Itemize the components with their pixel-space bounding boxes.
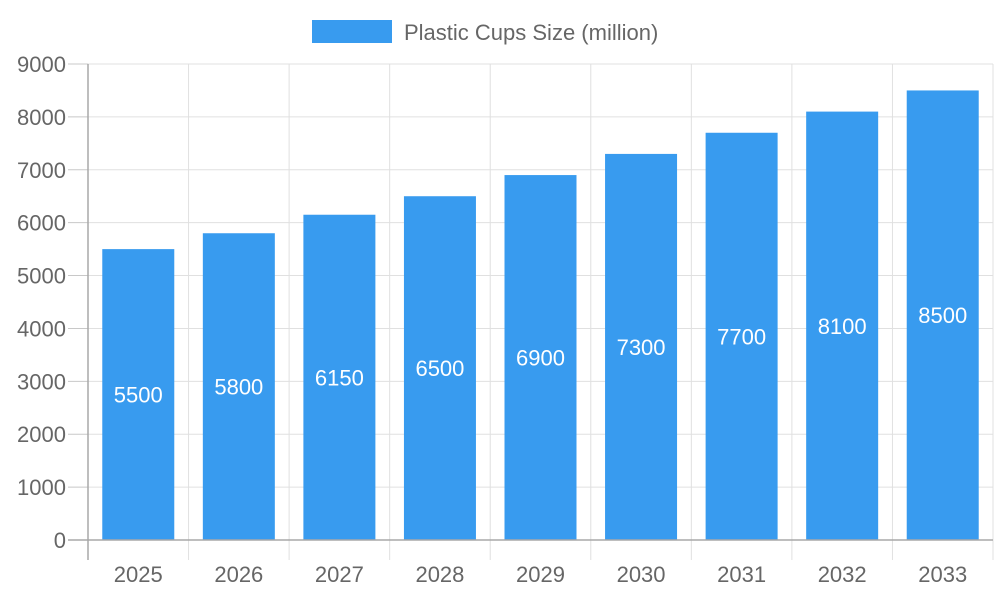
bar (906, 90, 979, 540)
y-tick-label: 4000 (17, 316, 66, 341)
x-tick-label: 2030 (617, 562, 666, 587)
x-tick-label: 2033 (918, 562, 967, 587)
bars: 5500 5800 6150 6500 6900 7300 7700 8100 8500 (102, 90, 979, 541)
y-tick-label: 0 (54, 528, 66, 553)
bar (504, 175, 577, 541)
data-label: 8100 (818, 314, 867, 339)
x-tick-label: 2029 (516, 562, 565, 587)
data-label: 7700 (717, 324, 766, 349)
x-tick-label: 2032 (818, 562, 867, 587)
x-tick-label: 2026 (214, 562, 263, 587)
y-tick-label: 8000 (17, 105, 66, 130)
data-label: 6500 (415, 356, 464, 381)
data-label: 7300 (617, 335, 666, 360)
axes: 0 1000 2000 3000 4000 5000 6000 7000 8000 9000 202… (17, 52, 993, 587)
bar (806, 111, 879, 540)
legend-swatch (312, 20, 392, 43)
y-tick-label: 2000 (17, 422, 66, 447)
y-tick-label: 9000 (17, 52, 66, 77)
y-tick-label: 5000 (17, 264, 66, 289)
bar (605, 153, 678, 540)
bar (202, 233, 275, 540)
data-label: 5800 (214, 375, 263, 400)
x-tick-label: 2031 (717, 562, 766, 587)
data-label: 6150 (315, 365, 364, 390)
bar (403, 196, 476, 540)
data-label: 5500 (114, 383, 163, 408)
data-label: 8500 (918, 303, 967, 328)
y-tick-label: 3000 (17, 369, 66, 394)
x-tick-label: 2027 (315, 562, 364, 587)
data-label: 6900 (516, 346, 565, 371)
y-tick-label: 1000 (17, 475, 66, 500)
x-tick-label: 2028 (415, 562, 464, 587)
x-tick-label: 2025 (114, 562, 163, 587)
y-tick-label: 7000 (17, 158, 66, 183)
y-tick-label: 6000 (17, 211, 66, 236)
legend-label: Plastic Cups Size (million) (404, 20, 658, 45)
bar (102, 249, 175, 540)
bar (705, 132, 778, 540)
bar (303, 214, 376, 540)
legend[interactable]: Plastic Cups Size (million) (312, 20, 658, 45)
